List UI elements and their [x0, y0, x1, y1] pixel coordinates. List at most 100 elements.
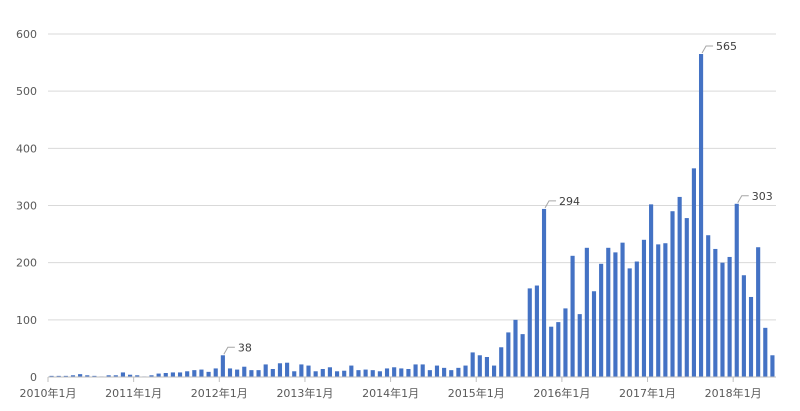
bar	[456, 367, 461, 377]
bar	[285, 362, 290, 377]
bar	[599, 263, 604, 377]
bar	[434, 365, 440, 377]
bar	[320, 368, 325, 377]
x-tick-label: 2012年1月	[191, 386, 248, 400]
y-tick-label: 600	[16, 28, 37, 41]
bar	[591, 291, 597, 377]
bar	[277, 363, 283, 377]
bar	[135, 375, 140, 377]
bar	[606, 247, 611, 377]
bar	[720, 262, 725, 377]
x-tick-label: 2018年1月	[705, 386, 762, 400]
y-tick-label: 200	[16, 257, 37, 270]
bars	[49, 54, 775, 378]
data-label: 294	[559, 195, 580, 208]
data-label-leader	[701, 45, 714, 54]
bar	[370, 370, 375, 377]
bar	[177, 372, 183, 377]
bar	[170, 372, 175, 377]
data-label-leader	[544, 200, 557, 209]
bar	[327, 367, 332, 377]
bar	[649, 204, 654, 377]
bar	[206, 371, 211, 377]
bar	[684, 218, 689, 377]
bar	[256, 370, 261, 377]
bar	[249, 370, 254, 377]
y-tick-label: 400	[16, 142, 37, 155]
bar	[484, 356, 490, 377]
x-tick-label: 2017年1月	[619, 386, 676, 400]
bar	[85, 375, 90, 377]
data-label-leader	[223, 346, 235, 355]
bar	[356, 370, 361, 377]
bar	[406, 368, 411, 377]
bar	[242, 366, 247, 377]
bar	[570, 255, 575, 377]
bar	[63, 375, 68, 377]
bar	[584, 247, 589, 377]
x-tick-label: 2015年1月	[448, 386, 505, 400]
bar	[656, 244, 661, 377]
bar	[563, 308, 568, 377]
bar	[641, 239, 647, 377]
bar	[634, 261, 639, 377]
y-axis-ticks: 0 100 200 300 400 500 600	[16, 28, 37, 384]
bar	[392, 367, 397, 377]
bar	[577, 314, 582, 377]
data-label: 565	[716, 40, 737, 53]
bar	[442, 367, 447, 377]
bar	[399, 368, 404, 377]
bar	[120, 372, 126, 377]
bar	[92, 375, 97, 377]
x-axis-ticks: 2010年1月 2011年1月 2012年1月 2013年1月 2014年1月 2015年…	[20, 377, 762, 400]
bar	[313, 371, 318, 377]
x-tick-label: 2014年1月	[362, 386, 419, 400]
bar	[470, 352, 475, 377]
bar	[149, 375, 154, 377]
bar	[113, 375, 118, 377]
y-tick-label: 100	[16, 314, 37, 327]
bar	[263, 364, 268, 377]
x-tick-label: 2013年1月	[276, 386, 333, 400]
bar	[377, 371, 382, 377]
y-tick-label: 0	[30, 371, 37, 384]
gridlines	[48, 33, 776, 321]
bar	[620, 242, 625, 377]
bar	[213, 368, 218, 377]
bar	[698, 54, 704, 378]
bar	[527, 288, 532, 377]
bar	[706, 235, 711, 377]
bar	[756, 247, 761, 377]
bar	[670, 211, 675, 377]
bar	[492, 365, 497, 377]
bar	[748, 296, 754, 377]
data-label: 38	[238, 341, 252, 354]
bar	[156, 373, 161, 377]
bar	[727, 256, 732, 377]
bar	[270, 368, 275, 377]
bar	[349, 365, 354, 377]
bar	[70, 375, 76, 377]
bar	[199, 369, 204, 377]
bar	[477, 355, 482, 377]
bar	[627, 268, 632, 377]
bar	[292, 371, 297, 377]
x-tick-label: 2011年1月	[105, 386, 162, 400]
bar	[677, 196, 682, 377]
bar	[342, 370, 347, 377]
data-labels: 38 294 565 303	[223, 40, 773, 355]
bar	[227, 368, 233, 377]
bar	[713, 248, 718, 377]
bar	[691, 168, 696, 377]
bar	[506, 332, 511, 377]
x-tick-label: 2010年1月	[20, 386, 77, 400]
bar	[413, 364, 418, 377]
bar	[556, 322, 561, 377]
y-tick-label: 300	[16, 200, 37, 213]
bar	[163, 372, 168, 377]
bar	[741, 275, 746, 377]
bar	[128, 374, 133, 377]
bar	[78, 374, 83, 377]
bar	[106, 375, 111, 377]
